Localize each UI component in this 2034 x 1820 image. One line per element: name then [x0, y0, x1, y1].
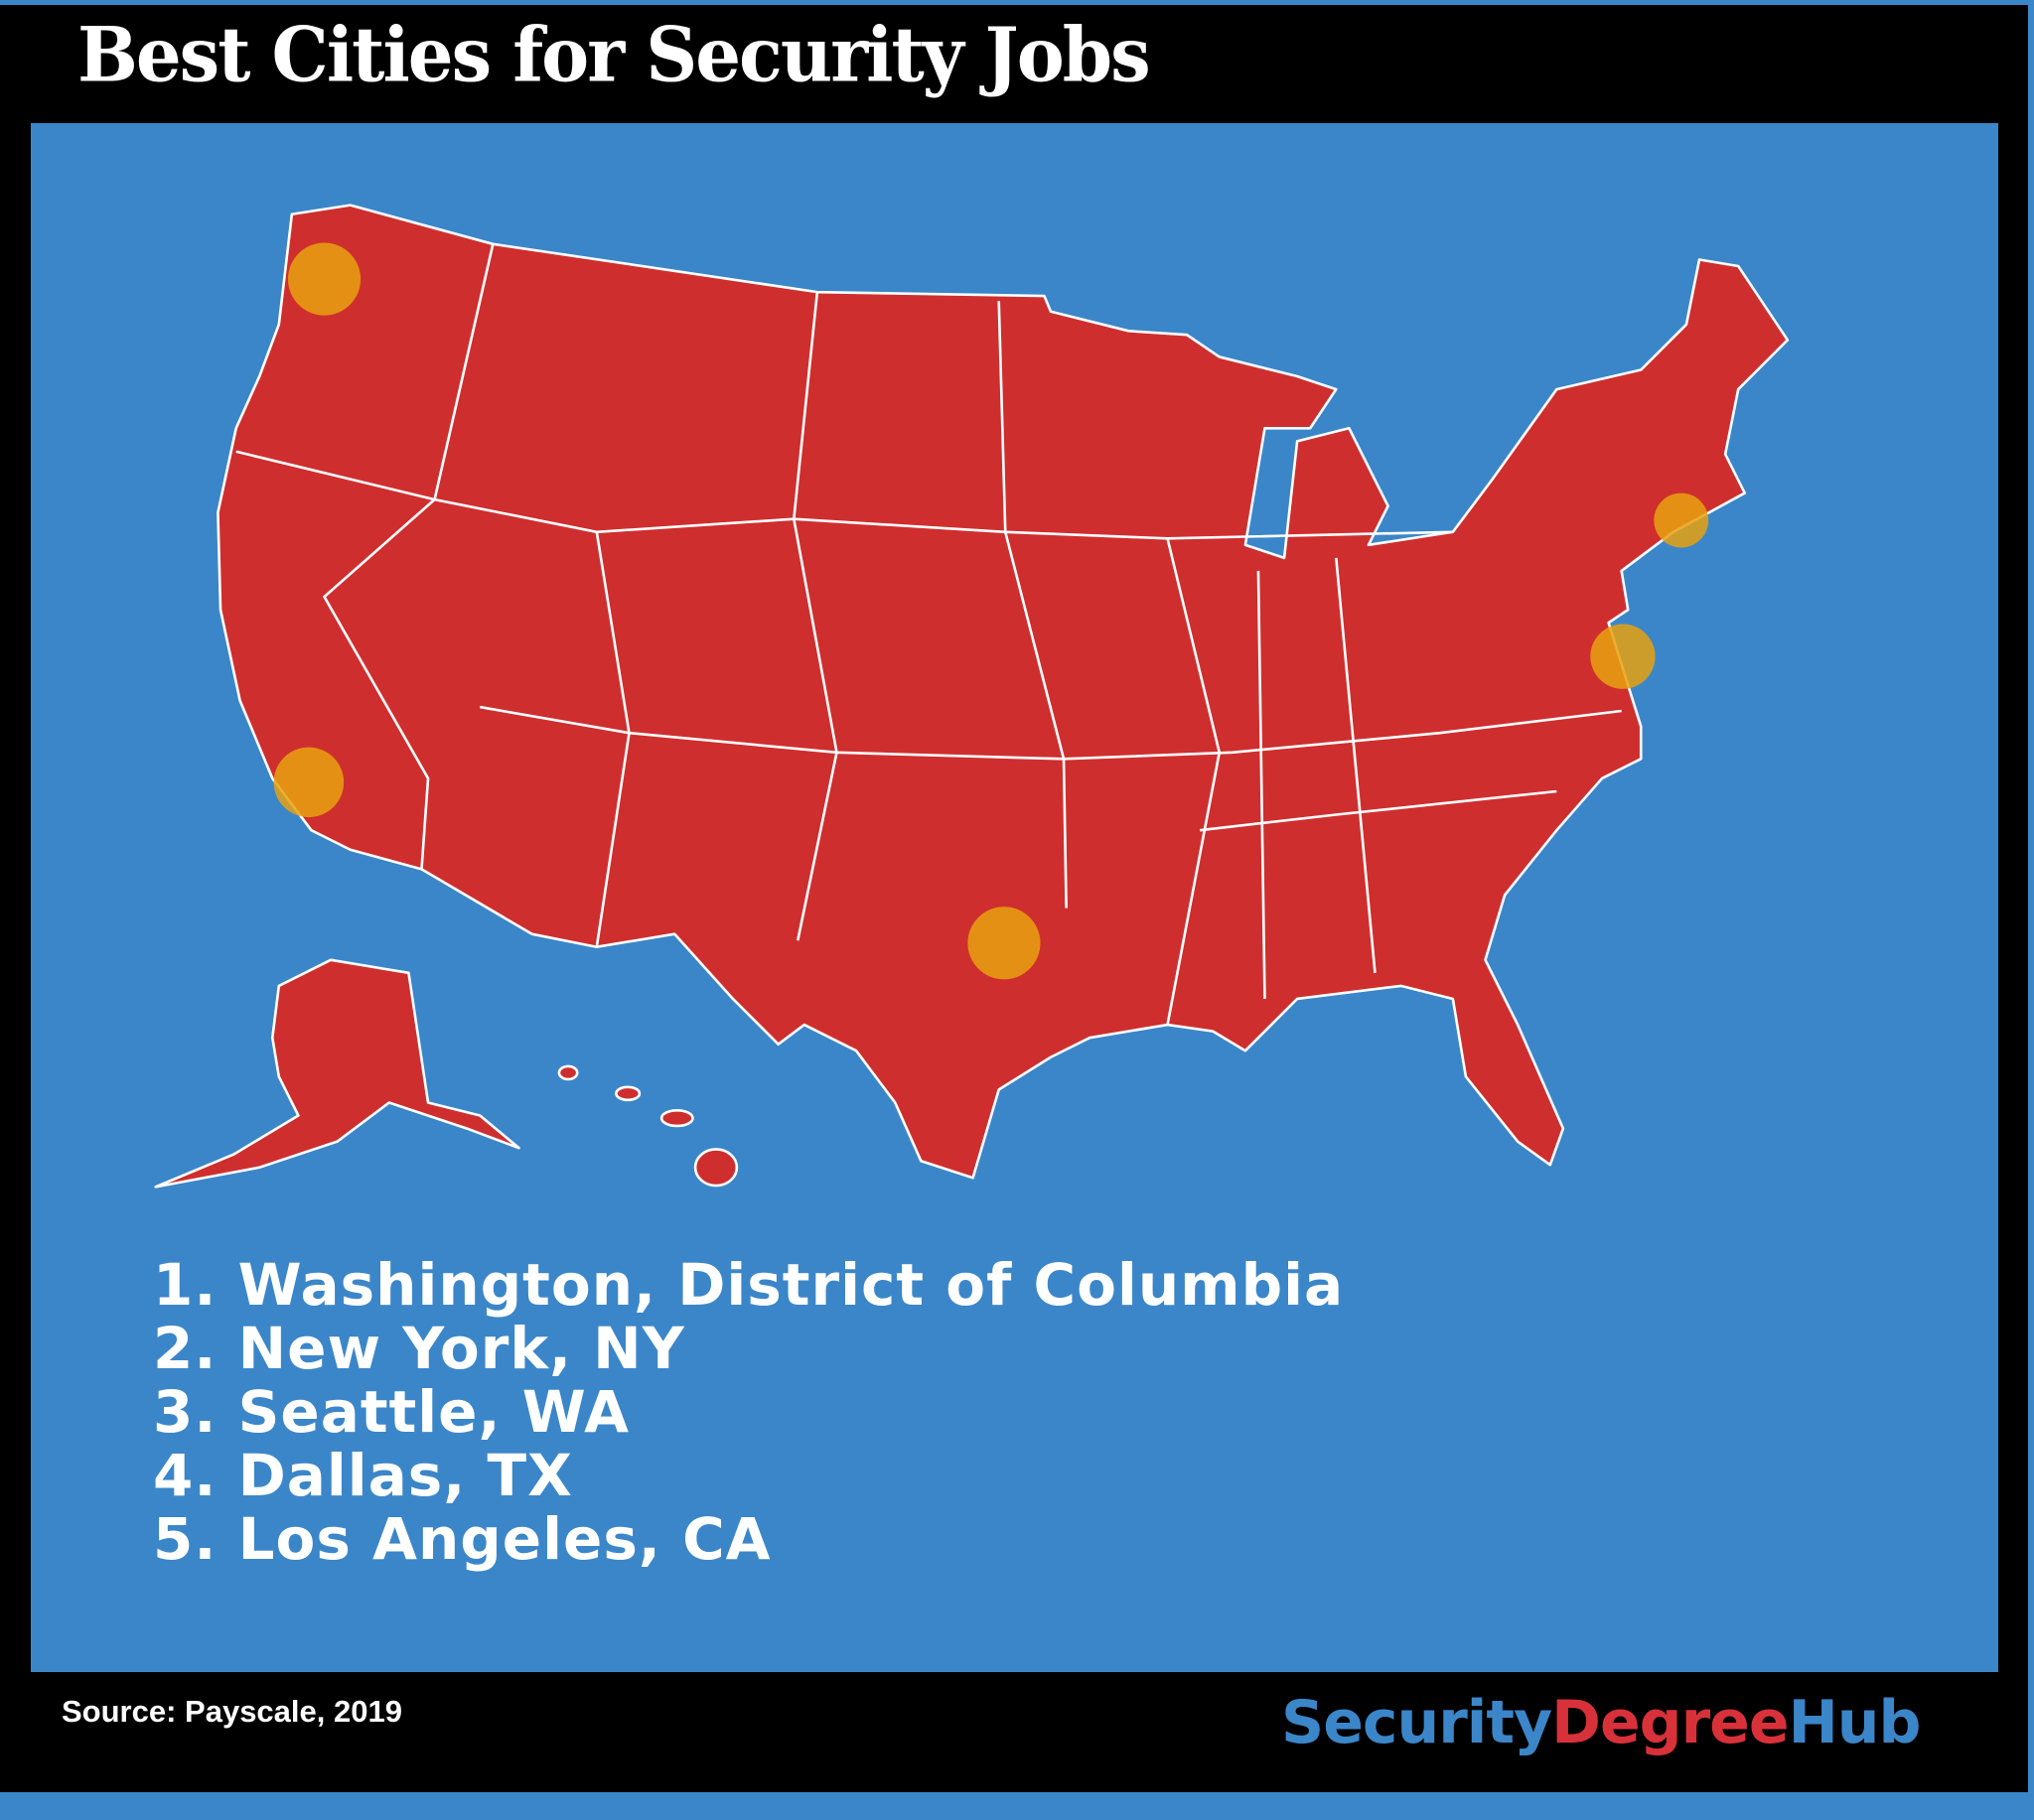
- ranking-item: 1. Washington, District of Columbia: [153, 1253, 1344, 1317]
- rank-number: 2.: [153, 1315, 218, 1382]
- ranking-list: 1. Washington, District of Columbia 2. N…: [153, 1253, 1344, 1571]
- state-borders: [235, 243, 1622, 1026]
- ranking-item: 5. Los Angeles, CA: [153, 1507, 1344, 1571]
- hawaii-kauai: [557, 1064, 579, 1081]
- marker-new-york[interactable]: [1654, 492, 1709, 548]
- logo-part-security: Security: [1281, 1688, 1552, 1757]
- rank-number: 1.: [153, 1251, 218, 1319]
- rank-number: 3.: [153, 1378, 218, 1446]
- city-markers: [273, 242, 1709, 980]
- marker-dallas[interactable]: [967, 907, 1041, 980]
- city-name: New York, NY: [237, 1315, 685, 1382]
- city-name: Washington, District of Columbia: [237, 1251, 1345, 1319]
- source-note: Source: Payscale, 2019: [62, 1694, 402, 1729]
- marker-seattle[interactable]: [287, 242, 362, 316]
- ranking-item: 2. New York, NY: [153, 1317, 1344, 1380]
- city-name: Los Angeles, CA: [237, 1505, 772, 1573]
- brand-logo: SecurityDegreeHub: [1281, 1688, 1922, 1757]
- city-name: Seattle, WA: [237, 1378, 630, 1446]
- ranking-item: 3. Seattle, WA: [153, 1380, 1344, 1444]
- bottom-border: [0, 1792, 2034, 1820]
- hawaii-maui: [659, 1108, 694, 1128]
- hawaii-big-island: [693, 1148, 739, 1188]
- marker-washington-dc[interactable]: [1590, 624, 1656, 689]
- right-border: [2028, 0, 2034, 1820]
- page-title: Best Cities for Security Jobs: [77, 9, 1151, 99]
- rank-number: 4.: [153, 1442, 218, 1509]
- city-name: Dallas, TX: [237, 1442, 573, 1509]
- marker-los-angeles[interactable]: [273, 747, 345, 818]
- contiguous-us: [217, 204, 1790, 1180]
- logo-part-hub: Hub: [1788, 1688, 1922, 1757]
- logo-part-degree: Degree: [1551, 1688, 1789, 1757]
- top-border: [0, 0, 2034, 5]
- hawaii-oahu: [615, 1085, 642, 1102]
- rank-number: 5.: [153, 1505, 218, 1573]
- ranking-item: 4. Dallas, TX: [153, 1444, 1344, 1507]
- alaska: [154, 958, 520, 1189]
